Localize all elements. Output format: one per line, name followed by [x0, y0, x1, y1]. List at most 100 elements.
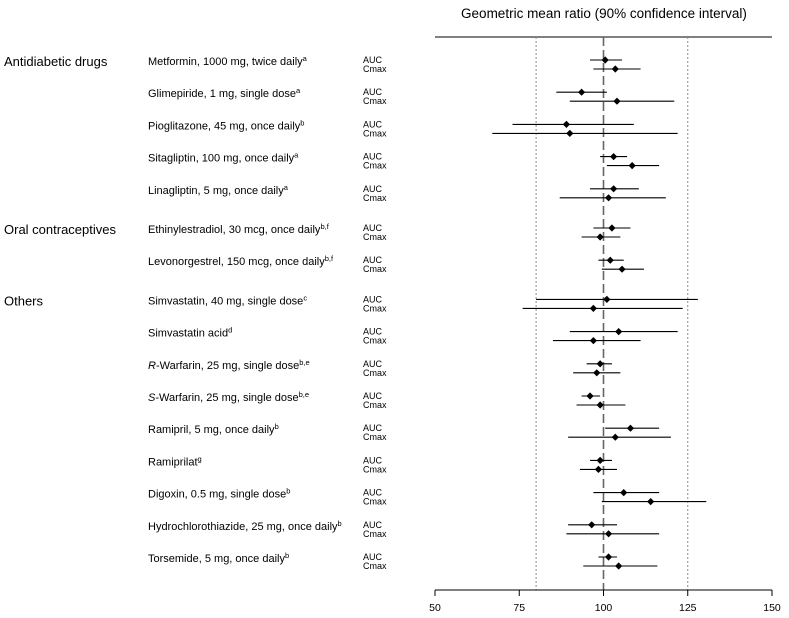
metric-label-cmax: Cmax [363, 497, 387, 507]
point-estimate-cmax [618, 265, 626, 273]
footnote-marker: b [300, 118, 304, 127]
drug-label: Torsemide, 5 mg, once dailyb [148, 551, 289, 565]
footnote-marker: d [228, 326, 232, 335]
point-estimate-cmax [596, 401, 604, 409]
x-tick-label-75: 75 [513, 602, 525, 614]
footnote-marker: b,f [320, 222, 329, 231]
reference-lines [535, 37, 689, 590]
point-estimate-auc [596, 456, 604, 464]
point-estimate-auc [588, 521, 596, 529]
metric-label-cmax: Cmax [363, 529, 387, 539]
metric-label-auc: AUC [363, 423, 383, 433]
metric-label-cmax: Cmax [363, 432, 387, 442]
drug-label: Simvastatin, 40 mg, single dosec [148, 293, 307, 307]
metric-label-cmax: Cmax [363, 561, 387, 571]
point-estimate-auc [608, 224, 616, 232]
footnote-marker: a [294, 151, 299, 160]
metric-label-auc: AUC [363, 552, 383, 562]
drug-label: Ramipril, 5 mg, once dailyb [148, 422, 279, 436]
footnote-marker: b [275, 422, 279, 431]
point-estimate-cmax [604, 194, 613, 202]
metric-label-auc: AUC [363, 520, 383, 530]
point-estimate-cmax [628, 162, 636, 170]
point-estimate-auc [601, 56, 609, 64]
point-estimate-auc [610, 153, 618, 161]
drug-label: Digoxin, 0.5 mg, single doseb [148, 487, 290, 501]
point-estimate-auc [615, 328, 623, 336]
metric-label-auc: AUC [363, 359, 383, 369]
metric-label-cmax: Cmax [363, 368, 387, 378]
drug-label: Simvastatin acidd [148, 326, 232, 340]
point-estimate-cmax [615, 562, 623, 570]
drug-label: Hydrochlorothiazide, 25 mg, once dailyb [148, 519, 342, 533]
footnote-marker: a [284, 183, 289, 192]
point-estimate-cmax [589, 337, 597, 345]
metric-label-auc: AUC [363, 152, 383, 162]
metric-label-auc: AUC [363, 184, 383, 194]
point-estimate-auc [606, 256, 614, 264]
footnote-marker: b,e [299, 358, 309, 367]
x-tick-label-150: 150 [763, 602, 781, 614]
point-estimate-cmax [594, 465, 603, 473]
metric-label-auc: AUC [363, 455, 383, 465]
point-estimate-cmax [647, 498, 655, 506]
footnote-marker: c [303, 293, 307, 302]
point-estimate-auc [604, 553, 613, 561]
metric-label-cmax: Cmax [363, 64, 387, 74]
drug-label: Glimepiride, 1 mg, single dosea [148, 86, 301, 100]
point-estimate-auc [586, 392, 594, 400]
point-estimate-auc [626, 424, 635, 432]
metric-label-cmax: Cmax [363, 128, 387, 138]
metric-label-auc: AUC [363, 223, 383, 233]
metric-label-auc: AUC [363, 255, 383, 265]
point-estimate-cmax [589, 304, 597, 312]
footnote-marker: b [285, 551, 289, 560]
metric-label-cmax: Cmax [363, 336, 387, 346]
footnote-marker: b,f [325, 254, 334, 263]
point-estimate-auc [620, 489, 628, 497]
x-tick-label-50: 50 [429, 602, 441, 614]
point-estimate-auc [562, 120, 571, 128]
point-estimate-auc [603, 295, 611, 303]
point-estimate-cmax [593, 369, 601, 377]
point-estimate-cmax [596, 233, 604, 241]
point-estimate-cmax [566, 129, 574, 137]
point-estimate-cmax [611, 433, 619, 441]
point-estimate-auc [610, 185, 618, 193]
drug-label: Metformin, 1000 mg, twice dailya [148, 54, 308, 68]
drug-label: Linagliptin, 5 mg, once dailya [148, 183, 289, 197]
metric-label-auc: AUC [363, 488, 383, 498]
metric-label-auc: AUC [363, 119, 383, 129]
metric-label-auc: AUC [363, 327, 383, 337]
metric-label-cmax: Cmax [363, 193, 387, 203]
metric-label-auc: AUC [363, 294, 383, 304]
drug-label: R-Warfarin, 25 mg, single doseb,e [148, 358, 310, 372]
metric-label-cmax: Cmax [363, 96, 387, 106]
row-labels: Antidiabetic drugs Metformin, 1000 mg, tw… [4, 54, 387, 571]
metric-label-cmax: Cmax [363, 232, 387, 242]
point-estimate-auc [596, 360, 604, 368]
drug-label: Levonorgestrel, 150 mcg, once dailyb,f [148, 254, 334, 268]
footnote-marker: b,e [299, 390, 309, 399]
drug-label: Sitagliptin, 100 mg, once dailya [148, 151, 299, 165]
drug-label: Ramiprilatg [148, 454, 202, 468]
metric-label-auc: AUC [363, 87, 383, 97]
metric-label-auc: AUC [363, 391, 383, 401]
point-estimate-cmax [604, 530, 613, 538]
point-estimate-auc [577, 88, 586, 96]
x-axis: 50 75 100 125 150 [429, 589, 781, 614]
footnote-marker: b [286, 487, 290, 496]
chart-title: Geometric mean ratio (90% confidence int… [461, 6, 747, 21]
x-tick-label-100: 100 [595, 602, 613, 614]
footnote-marker: a [303, 54, 308, 63]
drug-label: S-Warfarin, 25 mg, single doseb,e [148, 390, 309, 404]
point-estimate-cmax [613, 97, 621, 105]
metric-label-cmax: Cmax [363, 400, 387, 410]
metric-label-cmax: Cmax [363, 303, 387, 313]
footnote-marker: b [338, 519, 342, 528]
drug-label: Ethinylestradiol, 30 mcg, once dailyb,f [148, 222, 330, 236]
point-estimate-cmax [611, 65, 619, 73]
metric-label-cmax: Cmax [363, 161, 387, 171]
metric-label-cmax: Cmax [363, 464, 387, 474]
